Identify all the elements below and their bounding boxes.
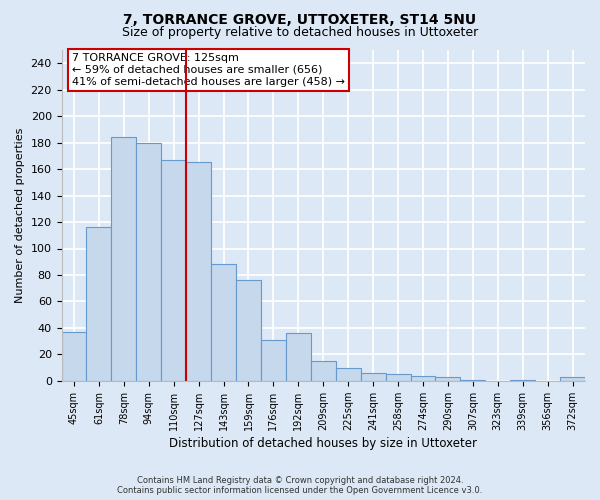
Bar: [460, 380, 485, 381]
Bar: [311, 361, 336, 381]
Text: 7 TORRANCE GROVE: 125sqm
← 59% of detached houses are smaller (656)
41% of semi-: 7 TORRANCE GROVE: 125sqm ← 59% of detach…: [72, 54, 345, 86]
Bar: [211, 264, 236, 381]
Bar: [386, 374, 410, 381]
Bar: [336, 368, 361, 381]
Bar: [410, 376, 436, 381]
Text: 7, TORRANCE GROVE, UTTOXETER, ST14 5NU: 7, TORRANCE GROVE, UTTOXETER, ST14 5NU: [124, 12, 476, 26]
X-axis label: Distribution of detached houses by size in Uttoxeter: Distribution of detached houses by size …: [169, 437, 477, 450]
Bar: [236, 280, 261, 381]
Bar: [560, 377, 585, 381]
Y-axis label: Number of detached properties: Number of detached properties: [15, 128, 25, 303]
Bar: [286, 333, 311, 381]
Bar: [261, 340, 286, 381]
Text: Contains HM Land Registry data © Crown copyright and database right 2024.
Contai: Contains HM Land Registry data © Crown c…: [118, 476, 482, 495]
Bar: [112, 138, 136, 381]
Bar: [86, 228, 112, 381]
Bar: [436, 377, 460, 381]
Bar: [136, 142, 161, 381]
Bar: [186, 162, 211, 381]
Text: Size of property relative to detached houses in Uttoxeter: Size of property relative to detached ho…: [122, 26, 478, 39]
Bar: [161, 160, 186, 381]
Bar: [510, 380, 535, 381]
Bar: [361, 373, 386, 381]
Bar: [62, 332, 86, 381]
